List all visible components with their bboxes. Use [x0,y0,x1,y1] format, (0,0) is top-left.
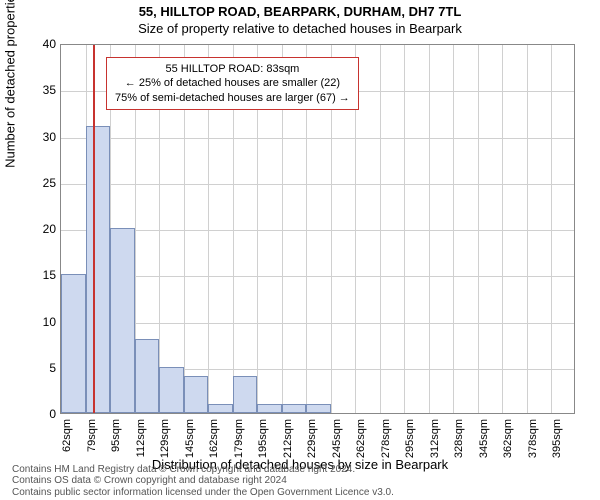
x-tick-label: 179sqm [230,419,242,465]
gridline-h [61,230,574,231]
x-tick-label: 195sqm [254,419,266,465]
info-box-line: 75% of semi-detached houses are larger (… [115,91,350,105]
gridline-v [453,45,454,413]
histogram-bar [61,274,86,413]
footer-line: Contains HM Land Registry data © Crown c… [12,464,588,476]
x-tick-label: 245sqm [328,419,340,465]
y-tick-label: 15 [26,268,56,282]
histogram-bar [135,339,160,413]
gridline-v [404,45,405,413]
y-tick-label: 30 [26,130,56,144]
property-info-box: 55 HILLTOP ROAD: 83sqm← 25% of detached … [106,57,359,110]
y-tick-label: 20 [26,222,56,236]
x-tick-label: 295sqm [401,419,413,465]
info-box-line: 55 HILLTOP ROAD: 83sqm [115,62,350,76]
x-tick-label: 79sqm [83,419,95,465]
histogram-bar [233,376,258,413]
gridline-h [61,184,574,185]
y-axis-label: Number of detached properties [3,0,18,168]
y-tick-label: 0 [26,407,56,421]
histogram-bar [257,404,282,413]
x-tick-label: 328sqm [450,419,462,465]
histogram-bar [184,376,209,413]
histogram-bar [306,404,331,413]
gridline-v [380,45,381,413]
footer-line: Contains OS data © Crown copyright and d… [12,475,588,487]
property-marker-line [93,45,95,413]
y-tick-label: 35 [26,83,56,97]
histogram-bar [110,228,135,413]
gridline-h [61,323,574,324]
gridline-v [551,45,552,413]
y-tick-label: 25 [26,176,56,190]
gridline-v [478,45,479,413]
x-tick-label: 278sqm [377,419,389,465]
x-tick-label: 212sqm [279,419,291,465]
x-tick-label: 62sqm [58,419,70,465]
x-tick-label: 229sqm [303,419,315,465]
x-tick-label: 395sqm [548,419,560,465]
x-tick-label: 262sqm [352,419,364,465]
x-tick-label: 129sqm [156,419,168,465]
x-tick-label: 95sqm [107,419,119,465]
y-tick-label: 10 [26,315,56,329]
histogram-bar [208,404,233,413]
x-tick-label: 362sqm [499,419,511,465]
y-tick-label: 40 [26,37,56,51]
gridline-v [502,45,503,413]
chart-plot-area: 55 HILLTOP ROAD: 83sqm← 25% of detached … [60,44,575,414]
x-tick-label: 345sqm [475,419,487,465]
histogram-bar [86,126,111,413]
title-sub: Size of property relative to detached ho… [0,19,600,36]
x-tick-label: 162sqm [205,419,217,465]
gridline-v [429,45,430,413]
gridline-v [527,45,528,413]
attribution-footer: Contains HM Land Registry data © Crown c… [12,464,588,499]
x-tick-label: 378sqm [524,419,536,465]
histogram-bar [159,367,184,413]
x-tick-label: 112sqm [132,419,144,465]
title-main: 55, HILLTOP ROAD, BEARPARK, DURHAM, DH7 … [0,0,600,19]
histogram-bar [282,404,307,413]
gridline-h [61,138,574,139]
gridline-h [61,276,574,277]
y-tick-label: 5 [26,361,56,375]
info-box-line: ← 25% of detached houses are smaller (22… [115,76,350,90]
footer-line: Contains public sector information licen… [12,487,588,499]
x-tick-label: 312sqm [426,419,438,465]
x-tick-label: 145sqm [181,419,193,465]
